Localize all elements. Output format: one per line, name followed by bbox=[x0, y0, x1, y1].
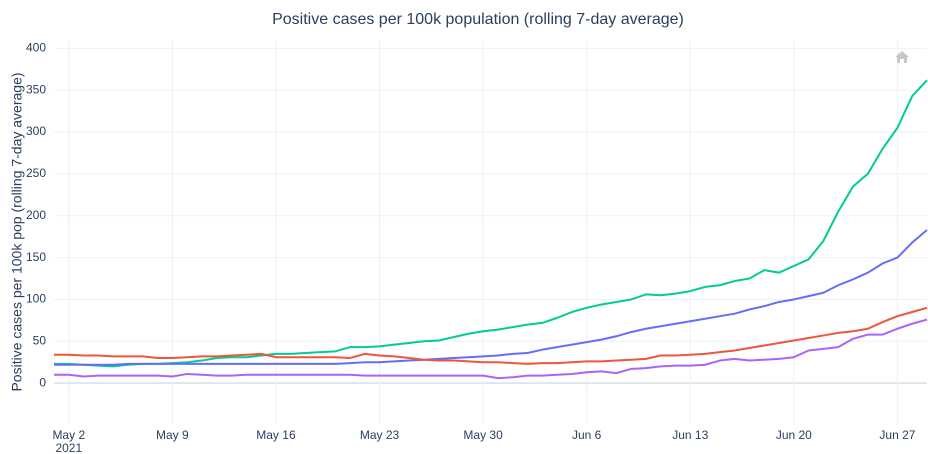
x-tick-year: 2021 bbox=[55, 441, 82, 454]
y-tick-label: 350 bbox=[26, 82, 46, 96]
x-tick-label: Jun 13 bbox=[672, 428, 708, 442]
x-tick-label: May 30 bbox=[463, 428, 503, 442]
series-line bbox=[54, 306, 928, 365]
y-tick-label: 400 bbox=[26, 41, 46, 55]
y-axis-title: Positive cases per 100k pop (rolling 7-d… bbox=[9, 72, 25, 391]
x-tick-label: Jun 20 bbox=[776, 428, 812, 442]
y-tick-label: 100 bbox=[26, 292, 46, 306]
y-tick-label: 200 bbox=[26, 208, 46, 222]
x-tick-label: May 9 bbox=[156, 428, 189, 442]
home-icon-shape bbox=[895, 51, 909, 63]
y-tick-label: 300 bbox=[26, 124, 46, 138]
y-tick-label: 150 bbox=[26, 250, 46, 264]
y-tick-label: 0 bbox=[39, 375, 46, 389]
home-icon[interactable] bbox=[895, 51, 909, 63]
x-tick-label: Jun 27 bbox=[879, 428, 915, 442]
x-tick-label: May 23 bbox=[360, 428, 400, 442]
x-tick-label: May 2 bbox=[52, 428, 85, 442]
chart-title: Positive cases per 100k population (roll… bbox=[272, 11, 684, 28]
y-tick-label: 250 bbox=[26, 166, 46, 180]
series-line bbox=[54, 229, 928, 366]
x-tick-label: May 16 bbox=[256, 428, 296, 442]
series-line bbox=[54, 318, 928, 380]
x-tick-label: Jun 6 bbox=[572, 428, 602, 442]
y-tick-label: 50 bbox=[33, 333, 47, 347]
series-line bbox=[54, 79, 928, 368]
